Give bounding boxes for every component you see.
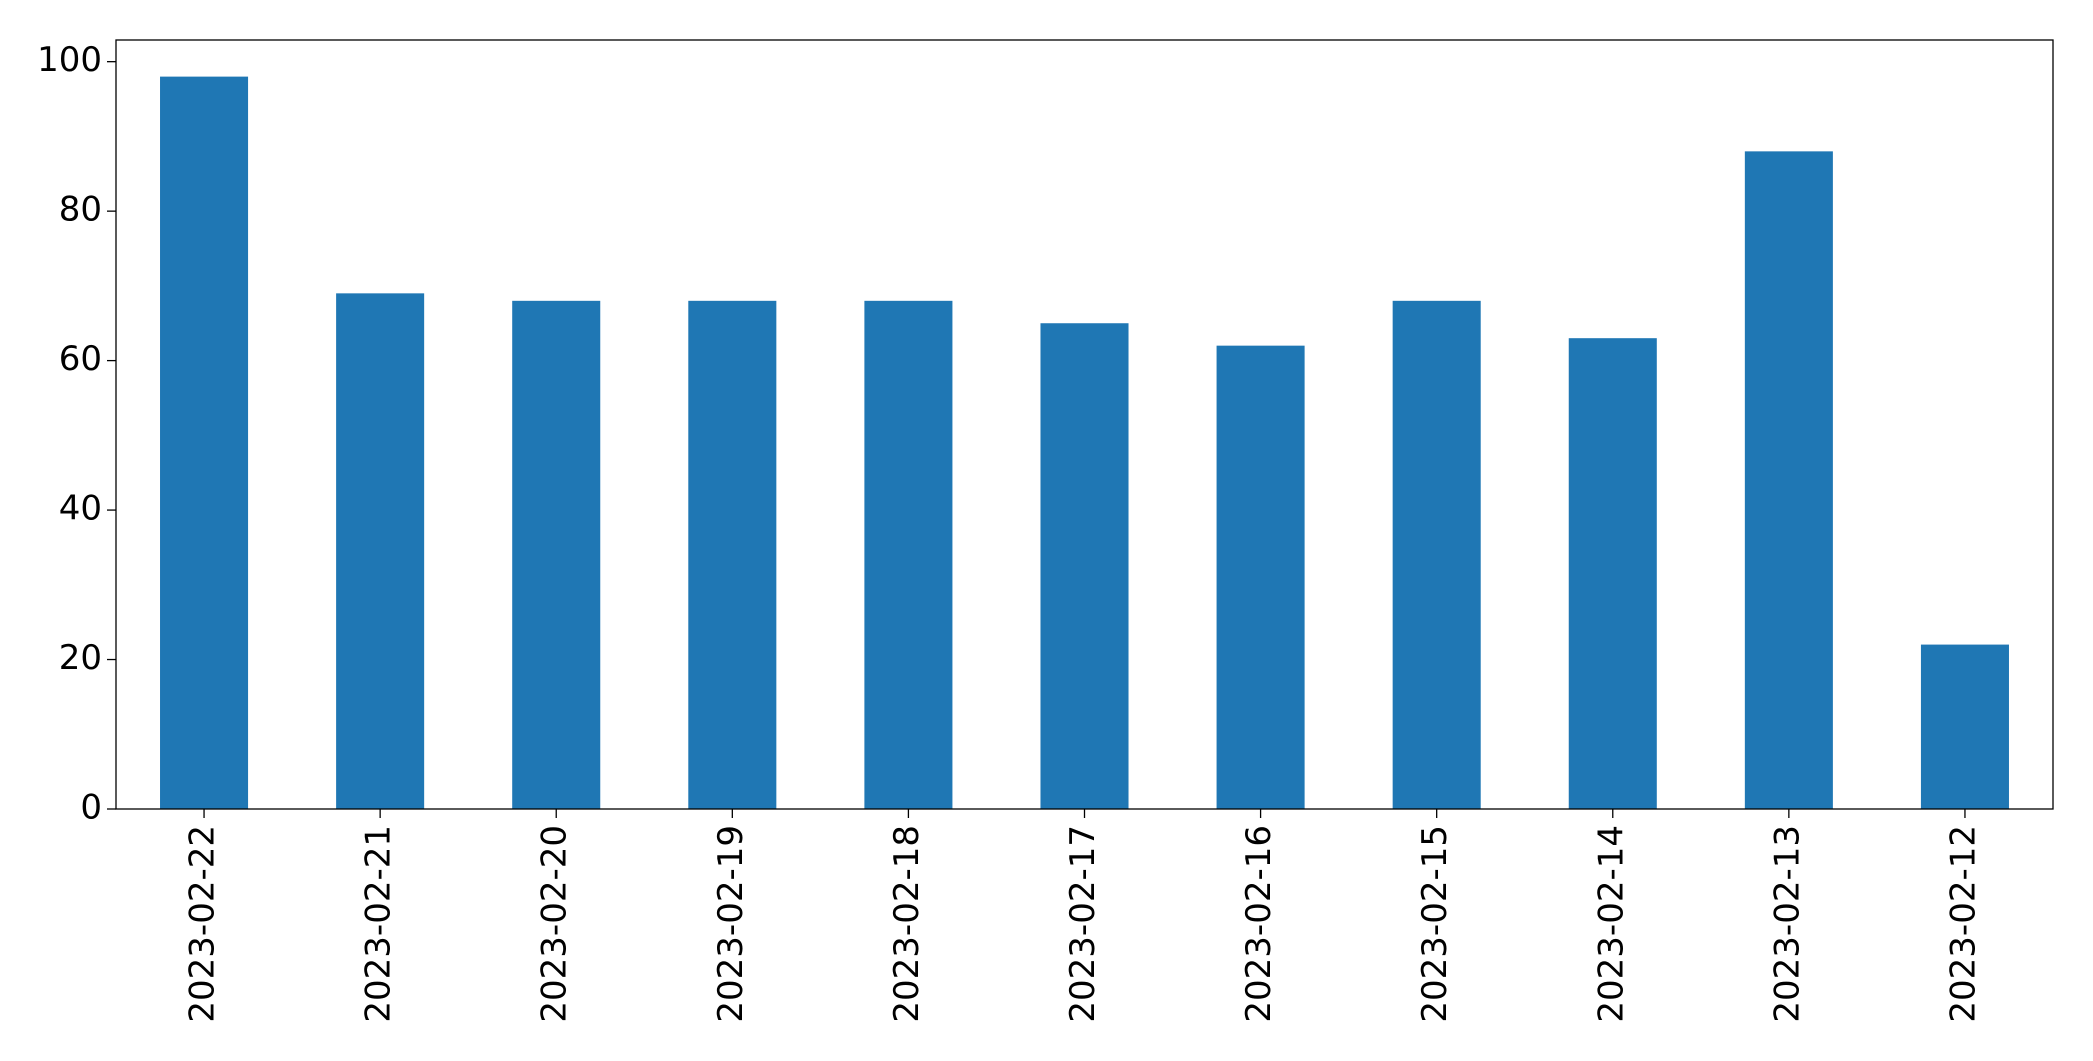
plot-frame [115,39,2054,810]
bar [864,300,953,809]
x-tick-label: 2023-02-16 [1239,825,1279,1023]
bar [1040,323,1129,809]
bar [1744,151,1833,809]
bar [1392,300,1481,809]
x-tick-label: 2023-02-19 [711,825,751,1023]
x-tick-label: 2023-02-13 [1767,825,1807,1023]
y-tick-label: 40 [59,489,102,529]
bar [160,76,249,810]
bar [688,300,777,809]
x-tick-label: 2023-02-18 [887,825,927,1023]
bar [336,293,425,810]
bar [1568,338,1657,809]
y-tick-label: 100 [37,40,102,80]
bar [1920,644,2009,809]
x-tick-label: 2023-02-22 [183,825,223,1023]
x-tick-label: 2023-02-12 [1943,825,1983,1023]
x-tick-label: 2023-02-17 [1063,825,1103,1023]
y-tick-label: 0 [80,788,102,828]
bar [512,300,601,809]
y-tick-label: 80 [59,190,102,230]
x-tick-label: 2023-02-14 [1591,825,1631,1023]
y-tick-label: 60 [59,339,102,379]
y-tick-label: 20 [59,638,102,678]
x-tick-label: 2023-02-20 [535,825,575,1023]
x-tick-label: 2023-02-15 [1415,825,1455,1023]
x-tick-label: 2023-02-21 [359,825,399,1023]
bar [1216,345,1305,809]
